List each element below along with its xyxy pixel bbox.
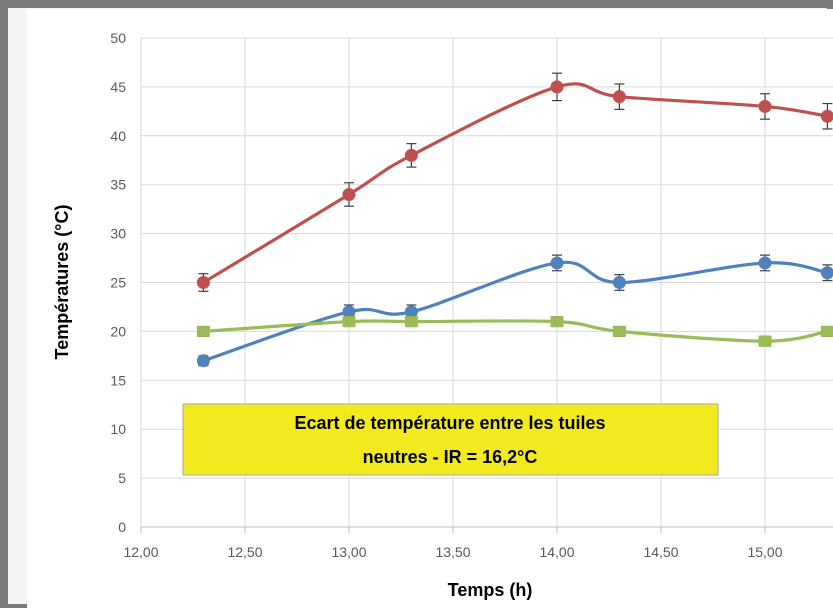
annotation-box: Ecart de température entre les tuiles ne…: [182, 403, 719, 476]
x-axis-title: Temps (h): [448, 580, 533, 600]
y-tick-label: 5: [118, 470, 126, 486]
data-point: [820, 325, 833, 337]
y-tick-label: 50: [110, 30, 126, 46]
data-point: [196, 276, 210, 289]
annotation-line-1: Ecart de température entre les tuiles: [294, 413, 605, 433]
data-point: [550, 316, 564, 328]
annotation-line-2: neutres - IR = 16,2°C: [363, 447, 538, 467]
data-point: [196, 325, 210, 337]
y-tick-label: 20: [110, 323, 126, 339]
y-tick-label: 40: [110, 128, 126, 144]
series-2: [196, 254, 833, 368]
y-tick-label: 45: [110, 79, 126, 95]
data-point: [612, 276, 626, 289]
data-point: [196, 354, 210, 368]
y-tick-label: 25: [110, 275, 126, 291]
series-3: [196, 316, 833, 347]
x-tick-label: 12,00: [123, 544, 158, 560]
annotation-background: [182, 403, 719, 476]
y-tick-label: 15: [110, 372, 126, 388]
x-tick-label: 13,50: [435, 544, 470, 560]
axes: [140, 38, 833, 533]
x-tick-label: 14,00: [539, 544, 574, 560]
data-point: [820, 266, 833, 280]
y-axis-title: Températures (°C): [52, 205, 72, 360]
data-point: [404, 148, 418, 162]
x-tick-label: 12,50: [227, 544, 262, 560]
x-tick-label: 13,00: [331, 544, 366, 560]
series-line: [201, 260, 829, 363]
data-point: [404, 316, 418, 328]
data-point: [342, 316, 356, 328]
x-tick-label: 14,50: [643, 544, 678, 560]
series-line: [201, 319, 829, 343]
tick-labels: 0 5 10 15 20 25 30 35 40 45 50 12,00 12,50 13,00 13,50…: [110, 30, 782, 560]
chart-area: [27, 9, 833, 608]
data-point: [758, 99, 772, 113]
data-point: [758, 256, 772, 270]
data-point: [820, 109, 833, 123]
gridlines: [141, 37, 833, 527]
data-point: [758, 335, 772, 347]
data-point: [342, 305, 356, 319]
data-point: [612, 90, 626, 104]
data-point: [550, 256, 564, 270]
data-point: [342, 187, 356, 201]
x-tick-label: 15,00: [747, 544, 782, 560]
y-tick-label: 0: [118, 519, 126, 535]
data-point: [612, 325, 626, 337]
data-point: [404, 305, 418, 319]
y-tick-label: 35: [110, 177, 126, 193]
series-line: [201, 82, 829, 285]
series-1: [196, 72, 833, 292]
series-layer: [196, 72, 833, 368]
y-tick-label: 10: [110, 421, 126, 437]
y-tick-label: 30: [110, 226, 126, 242]
data-point: [550, 80, 564, 94]
